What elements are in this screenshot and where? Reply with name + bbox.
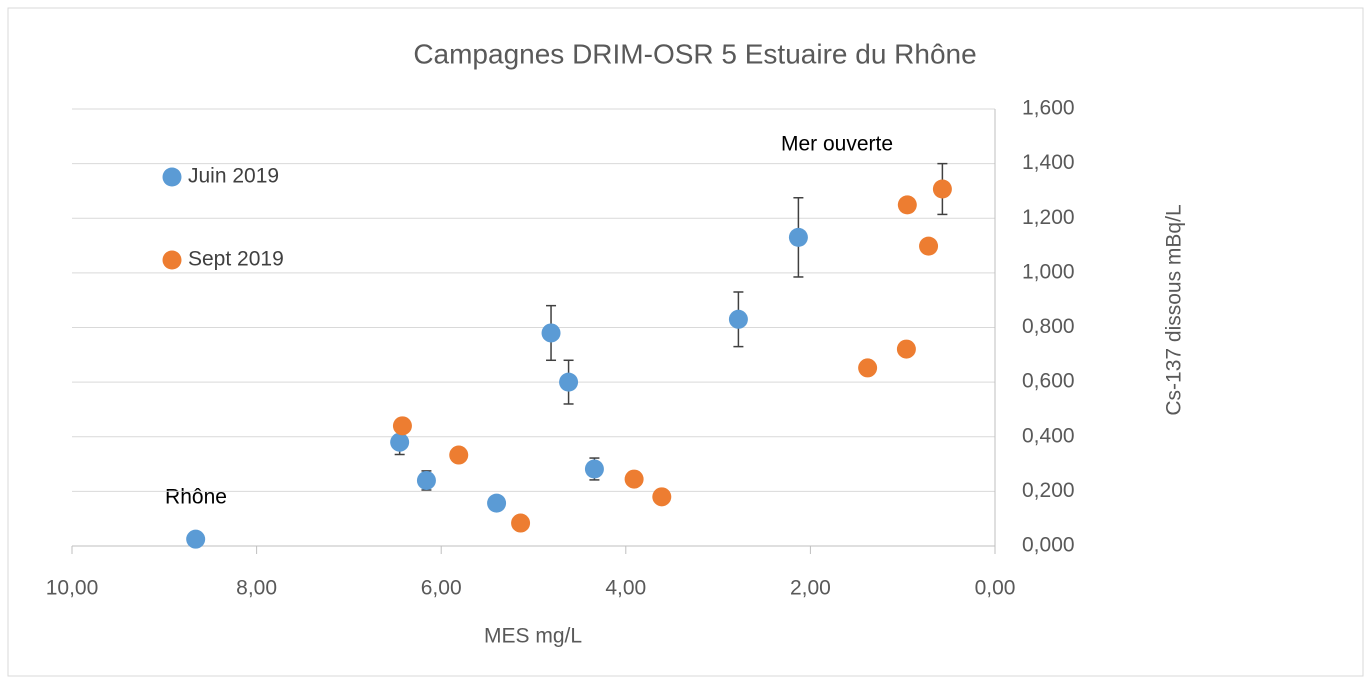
point bbox=[541, 323, 561, 343]
y-tick-label: 1,600 bbox=[1022, 97, 1075, 120]
point bbox=[858, 358, 878, 378]
point bbox=[896, 339, 916, 359]
legend-label: Sept 2019 bbox=[188, 248, 284, 271]
y-axis-title: Cs-137 dissous mBq/L bbox=[1163, 204, 1186, 415]
point bbox=[511, 513, 531, 533]
x-tick-label: 2,00 bbox=[790, 577, 831, 600]
point bbox=[487, 493, 507, 513]
point bbox=[728, 309, 748, 329]
y-tick-label: 0,200 bbox=[1022, 479, 1075, 502]
y-tick-label: 0,800 bbox=[1022, 315, 1075, 338]
x-tick-label: 6,00 bbox=[421, 577, 462, 600]
legend-marker bbox=[162, 167, 182, 187]
chart-frame bbox=[7, 7, 1364, 677]
annotation: Rhône bbox=[165, 486, 227, 509]
point bbox=[390, 432, 410, 452]
point bbox=[584, 459, 604, 479]
annotation: Mer ouverte bbox=[781, 133, 893, 156]
legend-label: Juin 2019 bbox=[188, 165, 279, 188]
point bbox=[788, 227, 808, 247]
y-tick-label: 1,400 bbox=[1022, 151, 1075, 174]
point bbox=[392, 416, 412, 436]
point bbox=[624, 469, 644, 489]
x-tick-label: 4,00 bbox=[605, 577, 646, 600]
x-axis-title: MES mg/L bbox=[484, 625, 582, 648]
point bbox=[186, 529, 206, 549]
y-tick-label: 1,000 bbox=[1022, 260, 1075, 283]
point bbox=[652, 487, 672, 507]
y-tick-label: 1,200 bbox=[1022, 206, 1075, 229]
chart-title: Campagnes DRIM-OSR 5 Estuaire du Rhône bbox=[413, 38, 976, 69]
y-tick-label: 0,600 bbox=[1022, 370, 1075, 393]
point bbox=[416, 470, 436, 490]
point bbox=[449, 445, 469, 465]
x-tick-label: 0,00 bbox=[975, 577, 1016, 600]
y-tick-label: 0,400 bbox=[1022, 424, 1075, 447]
point bbox=[559, 372, 579, 392]
y-tick-label: 0,000 bbox=[1022, 534, 1075, 557]
point bbox=[919, 236, 939, 256]
x-tick-label: 8,00 bbox=[236, 577, 277, 600]
point bbox=[932, 179, 952, 199]
point bbox=[897, 195, 917, 215]
x-tick-label: 10,00 bbox=[46, 577, 99, 600]
legend-marker bbox=[162, 250, 182, 270]
